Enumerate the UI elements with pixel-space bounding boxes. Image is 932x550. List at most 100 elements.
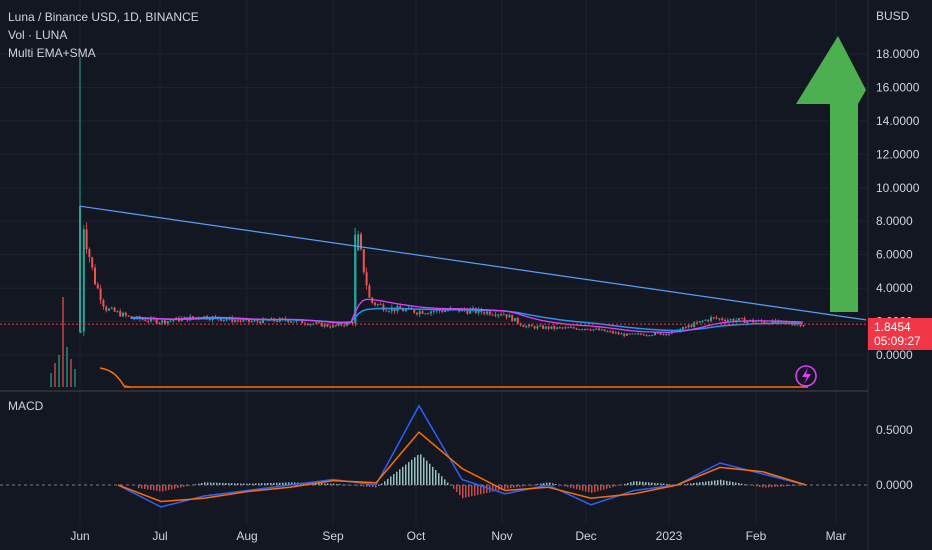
candle-body <box>292 321 295 323</box>
candle-body <box>763 321 766 324</box>
macd-histogram-bar <box>576 485 578 490</box>
candle-body <box>158 322 161 324</box>
macd-histogram-bar <box>246 483 248 485</box>
symbol-title[interactable]: Luna / Binance USD, 1D, BINANCE <box>8 10 199 24</box>
candle-body <box>687 325 690 328</box>
macd-histogram-bar <box>681 484 683 486</box>
candle-body <box>337 323 340 326</box>
candle-body <box>651 335 654 337</box>
macd-indicator-label[interactable]: MACD <box>8 399 44 413</box>
macd-histogram-bar <box>270 482 272 485</box>
candle-body <box>236 320 239 322</box>
macd-histogram-bar <box>738 483 740 485</box>
candle-body <box>346 322 348 326</box>
macd-histogram-bar <box>471 485 473 497</box>
macd-histogram-bar <box>432 466 434 485</box>
candle-body <box>164 320 166 324</box>
candle-body <box>726 319 729 322</box>
macd-histogram-bar <box>549 482 551 485</box>
time-axis[interactable]: Jun Jul Aug Sep Oct Nov Dec 2023 Feb Mar <box>70 529 846 543</box>
candle-body <box>234 320 236 322</box>
macd-histogram-bar <box>189 485 191 486</box>
lightning-icon[interactable] <box>795 365 817 387</box>
macd-histogram-bar <box>438 473 440 485</box>
macd-histogram-bar <box>666 483 668 485</box>
candle-body <box>416 312 418 315</box>
volume-indicator-label[interactable]: Vol · LUNA <box>8 28 68 42</box>
macd-histogram-bar <box>447 482 449 485</box>
trendline[interactable] <box>79 205 867 321</box>
volume-ma-line <box>99 367 131 388</box>
candle-body <box>124 312 127 316</box>
candle-body <box>82 229 85 332</box>
macd-histogram-bar <box>759 485 761 487</box>
ema-indicator-label[interactable]: Multi EMA+SMA <box>8 46 96 60</box>
candle-body <box>581 329 584 331</box>
price-tick-label: 8.0000 <box>876 214 913 228</box>
macd-histogram-bar <box>366 485 368 487</box>
candle-body <box>642 334 645 336</box>
candle-body <box>570 327 572 329</box>
price-tick-label: 0.0000 <box>876 348 913 362</box>
macd-histogram-bar <box>765 485 767 488</box>
candle-body <box>368 285 371 298</box>
time-tick-label: Aug <box>236 529 257 543</box>
macd-histogram-bar <box>318 483 320 485</box>
macd-histogram-bar <box>417 454 419 485</box>
macd-histogram-bar <box>651 482 653 485</box>
macd-histogram-bar <box>687 483 689 485</box>
candle-body <box>141 319 144 321</box>
macd-histogram-bar <box>729 481 731 485</box>
macd-histogram-bar <box>504 485 506 490</box>
macd-histogram-bar <box>561 485 563 486</box>
candle-body <box>267 319 270 321</box>
price-axis[interactable]: BUSD 18.0000 16.0000 14.0000 12.0000 10.0000 8… <box>876 9 920 362</box>
macd-histogram-bar <box>477 485 479 495</box>
macd-histogram-bar <box>147 485 149 490</box>
macd-histogram-bar <box>423 457 425 485</box>
macd-histogram-bar <box>756 485 758 487</box>
candle-body <box>354 234 357 322</box>
candle-body <box>334 325 337 327</box>
macd-histogram-bar <box>714 480 716 485</box>
macd-histogram-bar <box>231 483 233 485</box>
candle-body <box>491 314 494 316</box>
macd-histogram-bar <box>585 485 587 492</box>
macd-histogram-bar <box>369 485 371 487</box>
macd-histogram-bar <box>786 485 788 487</box>
macd-histogram-bar <box>384 481 386 485</box>
candle-body <box>276 321 278 323</box>
macd-histogram-bar <box>144 485 146 489</box>
macd-histogram-bar <box>162 485 164 492</box>
macd-histogram-bar <box>171 485 173 490</box>
candle-body <box>99 288 102 301</box>
macd-histogram-bar <box>249 483 251 485</box>
macd-histogram-bar <box>762 485 764 488</box>
macd-histogram-bar <box>513 485 515 488</box>
candle-body <box>693 322 696 327</box>
candle-body <box>567 327 570 329</box>
candle-body <box>665 333 668 335</box>
macd-histogram-bar <box>258 483 260 485</box>
candle-body <box>553 326 556 329</box>
candle-body <box>96 284 99 289</box>
last-price-value: 1.8454 <box>874 320 911 334</box>
candle-body <box>732 319 735 322</box>
macd-histogram-bar <box>225 483 227 485</box>
candle-body <box>110 307 113 309</box>
candle-body <box>102 300 105 307</box>
candle-body <box>421 311 424 314</box>
candle-body <box>502 314 505 316</box>
candle-body <box>91 257 94 268</box>
macd-axis[interactable]: 0.5000 0.0000 <box>876 423 913 492</box>
macd-histogram-bar <box>588 485 590 493</box>
price-tick-label: 18.0000 <box>876 47 920 61</box>
macd-histogram-bar <box>495 485 497 492</box>
macd-histogram-bar <box>453 485 455 489</box>
macd-histogram-bar <box>444 479 446 485</box>
price-tick-label: 16.0000 <box>876 80 920 94</box>
candle-body <box>575 328 578 330</box>
up-arrow-drawing[interactable] <box>796 36 866 312</box>
candle-body <box>578 329 581 331</box>
